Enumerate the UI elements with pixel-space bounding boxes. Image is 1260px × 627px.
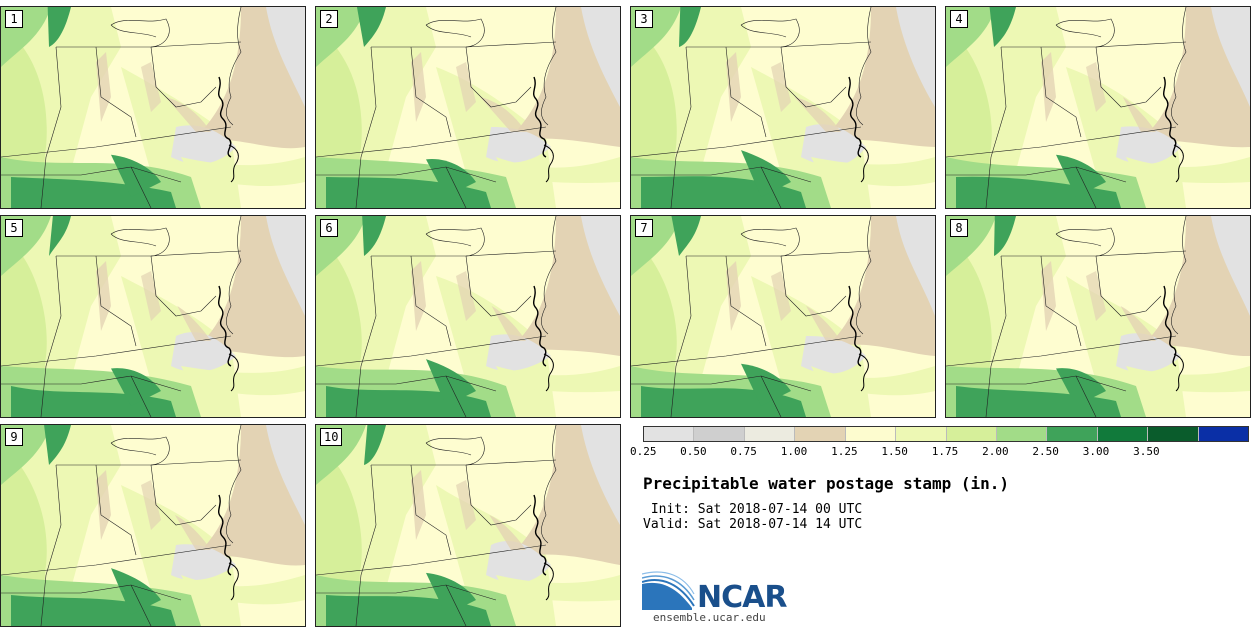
colorbar-ticks: 0.25 0.50 0.75 1.00 1.25 1.50 1.75 2.00 2.50 3.00… bbox=[630, 445, 1260, 459]
precipitable-water-map bbox=[1, 7, 305, 208]
colorbar-segment bbox=[845, 427, 897, 441]
precipitable-water-map bbox=[316, 425, 620, 626]
postage-stamp-panel: 9 bbox=[0, 424, 306, 627]
ncar-logo-text: NCAR bbox=[697, 580, 787, 615]
ncar-logo-icon bbox=[642, 570, 695, 610]
postage-stamp-panel: 8 bbox=[945, 215, 1251, 418]
colorbar-tick-label: 2.50 bbox=[1032, 445, 1059, 458]
postage-stamp-panel: 6 bbox=[315, 215, 621, 418]
colorbar-tick-label: 0.75 bbox=[730, 445, 757, 458]
precipitable-water-map bbox=[946, 216, 1250, 417]
postage-stamp-panel: 2 bbox=[315, 6, 621, 209]
colorbar-segment bbox=[1198, 427, 1249, 441]
colorbar-segment bbox=[744, 427, 796, 441]
member-label: 3 bbox=[635, 10, 653, 28]
member-label: 2 bbox=[320, 10, 338, 28]
colorbar-segment bbox=[946, 427, 997, 441]
member-label: 8 bbox=[950, 219, 968, 237]
colorbar-tick-label: 1.75 bbox=[931, 445, 959, 458]
init-time: Init: Sat 2018-07-14 00 UTC bbox=[643, 502, 863, 517]
member-label: 4 bbox=[950, 10, 968, 28]
postage-stamp-panel: 4 bbox=[945, 6, 1251, 209]
postage-stamp-panel: 1 bbox=[0, 6, 306, 209]
postage-stamp-panel: 10 bbox=[315, 424, 621, 627]
colorbar-segment bbox=[795, 427, 846, 441]
time-info: Init: Sat 2018-07-14 00 UTC Valid: Sat 2… bbox=[643, 502, 862, 532]
precipitable-water-map bbox=[631, 216, 935, 417]
colorbar-tick-label: 1.25 bbox=[831, 445, 858, 458]
colorbar-segment bbox=[1047, 427, 1098, 441]
colorbar-tick-label: 0.50 bbox=[680, 445, 707, 458]
member-label: 10 bbox=[320, 428, 343, 446]
colorbar-tick-label: 0.25 bbox=[630, 445, 657, 458]
postage-stamp-panel: 3 bbox=[630, 6, 936, 209]
precipitable-water-map bbox=[631, 7, 935, 208]
member-label: 9 bbox=[5, 428, 23, 446]
member-label: 6 bbox=[320, 219, 338, 237]
colorbar-tick-label: 1.00 bbox=[780, 445, 808, 458]
colorbar-tick-label: 1.50 bbox=[881, 445, 908, 458]
valid-time: Valid: Sat 2018-07-14 14 UTC bbox=[643, 517, 863, 532]
colorbar-segment bbox=[644, 427, 695, 441]
precipitable-water-map bbox=[1, 425, 305, 626]
precipitable-water-map bbox=[946, 7, 1250, 208]
member-label: 7 bbox=[635, 219, 653, 237]
colorbar-segment bbox=[896, 427, 947, 441]
precipitable-water-map bbox=[316, 216, 620, 417]
colorbar-segment bbox=[1097, 427, 1149, 441]
colorbar-segment bbox=[694, 427, 745, 441]
colorbar-tick-label: 3.00 bbox=[1082, 445, 1110, 458]
colorbar-tick-label: 3.50 bbox=[1133, 445, 1160, 458]
member-label: 5 bbox=[5, 219, 23, 237]
precipitable-water-map bbox=[316, 7, 620, 208]
member-label: 1 bbox=[5, 10, 23, 28]
colorbar-segment bbox=[996, 427, 1048, 441]
colorbar-tick-label: 2.00 bbox=[982, 445, 1009, 458]
postage-stamp-panel: 7 bbox=[630, 215, 936, 418]
colorbar-segment bbox=[1148, 427, 1199, 441]
precipitable-water-map bbox=[1, 216, 305, 417]
postage-stamp-panel: 5 bbox=[0, 215, 306, 418]
ensemble-url[interactable]: ensemble.ucar.edu bbox=[653, 611, 766, 624]
colorbar bbox=[643, 426, 1249, 442]
plot-title: Precipitable water postage stamp (in.) bbox=[643, 474, 1010, 493]
